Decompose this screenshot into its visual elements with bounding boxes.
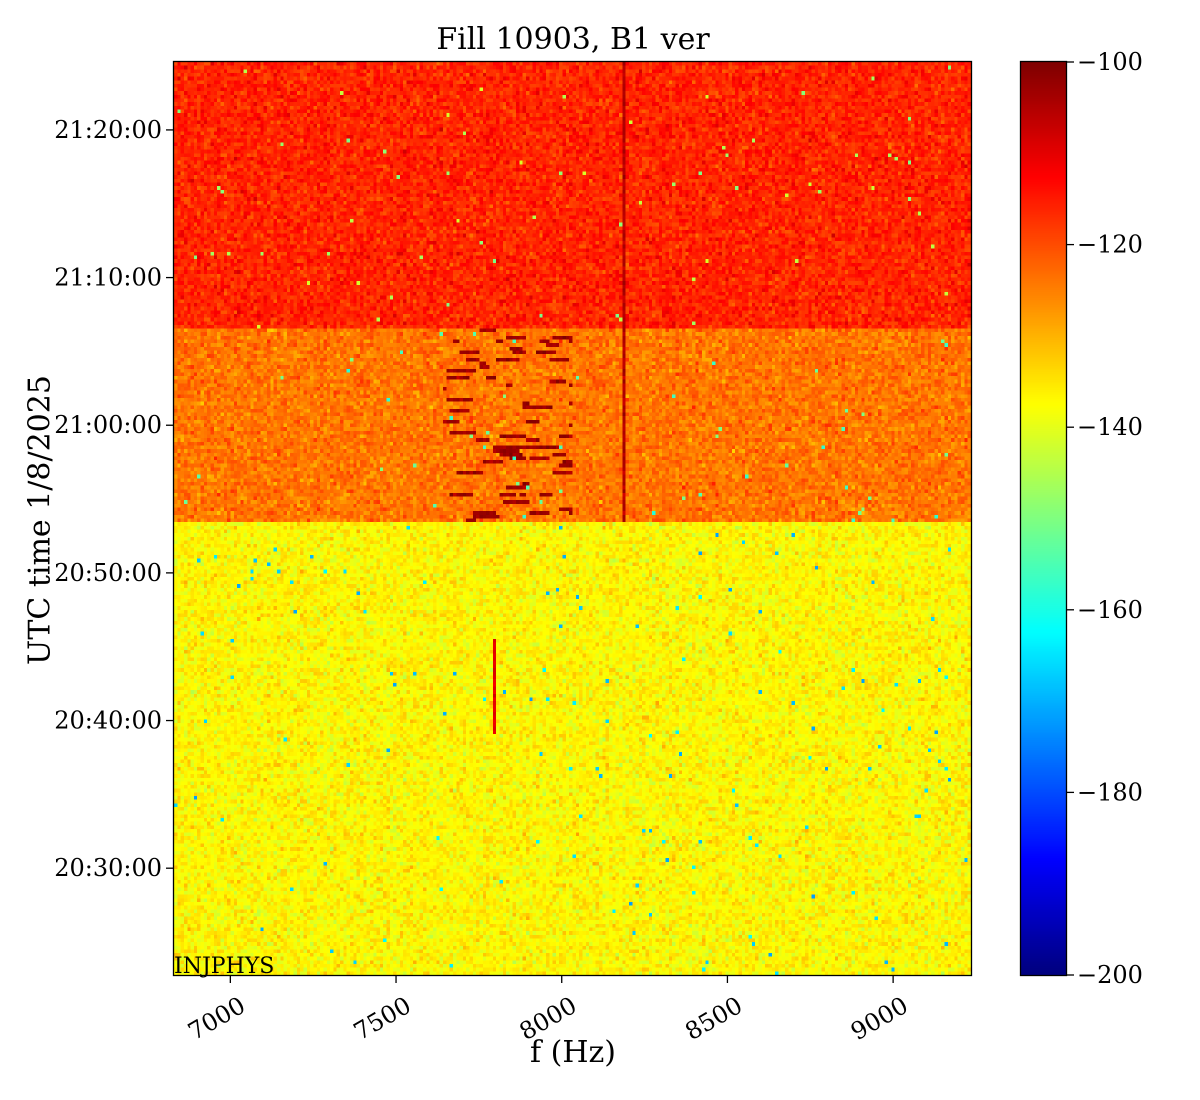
chart-title: Fill 10903, B1 ver: [436, 22, 710, 57]
y-axis-label: UTC time 1/8/2025: [22, 375, 58, 665]
colorbar-tick-label: −160: [1077, 596, 1143, 624]
colorbar-tick-label: −180: [1077, 778, 1143, 806]
colorbar-ticks: −100 −120 −140 −160 −180 −200: [1066, 48, 1143, 989]
colorbar-frame: [1019, 60, 1068, 977]
plot-frame: [172, 60, 973, 977]
y-tick-label: 20:40:00: [54, 707, 162, 735]
x-axis-label: f (Hz): [529, 1035, 616, 1070]
y-tick-label: 20:30:00: [54, 854, 162, 882]
y-axis-ticks: 20:30:00 20:40:00 20:50:00 21:00:00 21:10:00…: [54, 116, 174, 882]
colorbar-tick-label: −100: [1077, 48, 1143, 76]
colorbar-tick-label: −120: [1077, 231, 1143, 259]
y-tick-label: 21:10:00: [54, 264, 162, 292]
injphys-annotation: INJPHYS: [174, 954, 275, 979]
colorbar-tick-label: −200: [1077, 961, 1143, 989]
y-tick-label: 20:50:00: [54, 559, 162, 587]
y-tick-label: 21:00:00: [54, 411, 162, 439]
colorbar-gradient: [1021, 61, 1066, 975]
spectrogram-heatmap: [174, 62, 971, 975]
y-tick-label: 21:20:00: [54, 116, 162, 144]
colorbar-tick-label: −140: [1077, 413, 1143, 441]
